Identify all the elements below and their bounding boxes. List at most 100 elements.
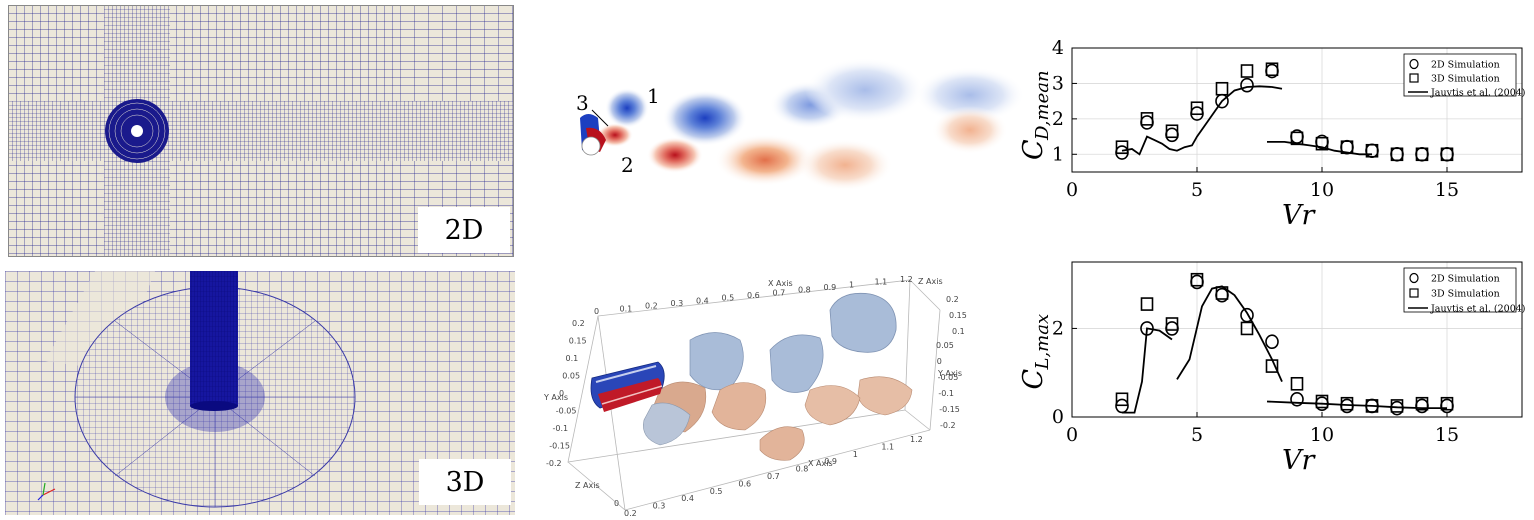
mesh-2d-panel: 2D bbox=[8, 5, 514, 257]
y-axis-right-tick: -0.05 bbox=[938, 373, 959, 382]
y-axis-left-tick: -0.15 bbox=[549, 442, 570, 451]
isosurface-panel: 0 0.1 0.2 0.3 0.4 0.5 0.6 0.7 0.8 0.9 1 1.1 1.2 0.2 0… bbox=[540, 270, 990, 518]
z-axis-title-right: Z Axis bbox=[918, 277, 943, 286]
y-tick-label: 2 bbox=[1052, 317, 1064, 339]
x-axis-top-tick: 1 bbox=[849, 280, 854, 289]
data-point-square bbox=[1240, 321, 1254, 336]
data-point-circle bbox=[1265, 334, 1279, 350]
x-axis-top-tick: 0 bbox=[594, 307, 599, 316]
y-axis-left-tick: 0.1 bbox=[566, 354, 579, 363]
data-point-circle bbox=[1140, 115, 1154, 130]
y-axis-right-tick: -0.2 bbox=[940, 421, 956, 430]
y-axis-left-tick: 0.2 bbox=[572, 319, 585, 328]
annotation-label-2: 2 bbox=[621, 153, 634, 177]
mesh-3d-label: 3D bbox=[419, 459, 511, 505]
x-axis-bottom-tick: 1.1 bbox=[881, 442, 894, 451]
y-tick-label: 4 bbox=[1052, 37, 1064, 59]
x-axis-title-bottom: X Axis bbox=[808, 459, 833, 468]
x-axis-bottom-tick: 0.4 bbox=[681, 494, 694, 503]
x-tick-label: 10 bbox=[1310, 179, 1334, 201]
mesh-2d-graphic bbox=[8, 5, 514, 257]
legend-label: Jauvtis et al. (2004) bbox=[1430, 304, 1526, 315]
z-axis-right-tick: 0.1 bbox=[952, 327, 965, 336]
x-axis-top-tick: 0.7 bbox=[773, 288, 786, 297]
x-axis-top-tick: 1.2 bbox=[900, 275, 913, 284]
plot-frame bbox=[1071, 47, 1523, 173]
cd-mean-chart: 0 5 10 15 1 2 3 4 Vr CD,mean 2D Simulation 3D Simul… bbox=[1018, 37, 1526, 231]
legend-marker-circle bbox=[1409, 58, 1419, 70]
data-point-square bbox=[1265, 62, 1279, 77]
y-axis-right-tick: -0.1 bbox=[938, 389, 954, 398]
x-axis-bottom-tick: 0.5 bbox=[710, 487, 723, 496]
y-axis-right-ticks: 0.05 0 -0.05 -0.1 -0.15 -0.2 bbox=[936, 341, 960, 430]
plot-frame bbox=[1071, 261, 1523, 418]
legend: 2D Simulation 3D Simulation Jauvtis et al.… bbox=[1403, 53, 1526, 99]
reference-curve bbox=[1267, 141, 1372, 156]
data-point-square bbox=[1415, 396, 1429, 411]
x-tick-label: 0 bbox=[1066, 424, 1078, 446]
x-tick-label: 10 bbox=[1310, 424, 1334, 446]
y-axis-label-main: C bbox=[1018, 369, 1049, 390]
x-axis-top-tick: 0.5 bbox=[722, 294, 735, 303]
x-tick-label: 0 bbox=[1066, 179, 1078, 201]
annotation-label-3: 3 bbox=[576, 91, 589, 115]
reference-curve bbox=[1176, 285, 1283, 382]
legend-label: 3D Simulation bbox=[1431, 289, 1500, 300]
reference-curve bbox=[1121, 85, 1283, 156]
reference-curve bbox=[1122, 327, 1173, 414]
data-point-circle bbox=[1290, 391, 1304, 407]
bounding-box bbox=[567, 279, 941, 511]
x-axis-top-ticks: 0 0.1 0.2 0.3 0.4 0.5 0.6 0.7 0.8 0.9 1 1.1 1.2 bbox=[594, 275, 913, 316]
x-tick-label: 5 bbox=[1191, 424, 1203, 446]
x-axis-bottom-tick: 0.2 bbox=[624, 509, 637, 518]
legend-box bbox=[1403, 267, 1517, 313]
data-point-square bbox=[1340, 396, 1354, 411]
data-point-square bbox=[1390, 147, 1404, 162]
mesh-3d-panel: 3D bbox=[5, 271, 515, 515]
data-point-square bbox=[1165, 317, 1179, 331]
x-tick-label: 15 bbox=[1435, 424, 1459, 446]
isosurface-plot: 0 0.1 0.2 0.3 0.4 0.5 0.6 0.7 0.8 0.9 1 1.1 1.2 0.20… bbox=[540, 270, 990, 518]
y-axis-left-tick: -0.2 bbox=[546, 459, 562, 468]
data-point-square bbox=[1365, 143, 1379, 158]
y-axis-right-tick: 0 bbox=[937, 357, 942, 366]
data-point-square bbox=[1190, 272, 1204, 287]
vorticity-field: 3 1 2 bbox=[540, 0, 1026, 250]
y-axis-left-tick: 0.05 bbox=[562, 372, 580, 381]
x-axis-bottom-ticks: 0.2 0.3 0.4 0.5 0.6 0.7 0.8 0.9 1 1.1 1.2 bbox=[624, 435, 923, 518]
legend-marker-square bbox=[1409, 73, 1419, 83]
data-point-square bbox=[1290, 376, 1304, 391]
y-tick-label: 1 bbox=[1052, 143, 1064, 165]
x-axis-top-tick: 0.6 bbox=[747, 291, 760, 300]
legend: 2D Simulation 3D Simulation Jauvtis et al.… bbox=[1403, 267, 1526, 315]
y-axis-right-tick: 0.05 bbox=[936, 341, 954, 350]
y-axis-left-tick: -0.1 bbox=[553, 424, 569, 433]
data-point-square bbox=[1190, 101, 1204, 116]
x-axis-label: Vr bbox=[1282, 200, 1316, 231]
z-axis-right-tick: 0.15 bbox=[949, 311, 967, 320]
vortex-isosurfaces bbox=[590, 292, 913, 461]
annotation-label-1: 1 bbox=[647, 84, 660, 108]
legend-label: Jauvtis et al. (2004) bbox=[1430, 88, 1526, 99]
z-axis-title-bottom: Z Axis bbox=[575, 481, 600, 490]
y-axis-title-right: Y Axis bbox=[937, 369, 962, 378]
data-point-square bbox=[1415, 147, 1429, 162]
y-tick-label: 3 bbox=[1052, 72, 1064, 94]
data-point-square bbox=[1315, 394, 1329, 409]
x-axis-bottom-tick: 1 bbox=[853, 450, 858, 459]
series-square bbox=[1115, 272, 1454, 413]
cl-max-chart: 0 5 10 15 0 2 Vr CL,max 2D Simulation 3D Simulati… bbox=[1018, 261, 1526, 476]
reference-curve bbox=[1266, 400, 1447, 409]
z-axis-bottom-tick: 0 bbox=[614, 499, 619, 508]
data-point-square bbox=[1140, 297, 1154, 311]
x-axis-bottom-tick: 0.8 bbox=[796, 465, 809, 474]
data-point-square bbox=[1440, 147, 1454, 162]
x-tick-label: 5 bbox=[1191, 179, 1203, 201]
legend-label: 2D Simulation bbox=[1431, 274, 1500, 285]
x-axis-bottom-tick: 0.3 bbox=[653, 502, 666, 511]
legend-marker-circle bbox=[1409, 272, 1419, 284]
x-axis-bottom-tick: 0.7 bbox=[767, 472, 780, 481]
y-axis-label-sub: D,mean bbox=[1032, 70, 1053, 141]
x-axis-label: Vr bbox=[1282, 445, 1316, 476]
data-point-circle bbox=[1240, 77, 1254, 93]
